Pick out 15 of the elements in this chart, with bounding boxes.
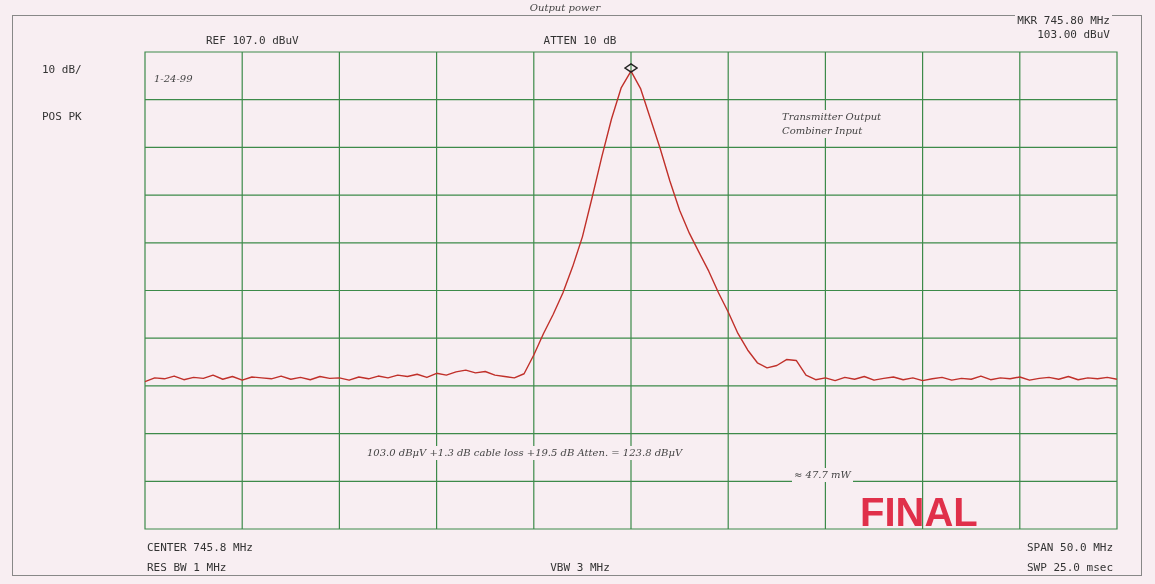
text: 10 dB/ xyxy=(40,63,84,77)
text: RES BW 1 MHz xyxy=(145,561,229,575)
text: SWP 25.0 msec xyxy=(1024,561,1115,575)
annotation: 103.0 dBμV +1.3 dB cable loss +19.5 dB Atten. = 123.8 dBμV xyxy=(365,446,685,460)
annotation: ≈ 47.7 mW xyxy=(792,468,853,482)
text: POS PK xyxy=(40,110,84,124)
text: SPAN 50.0 MHz xyxy=(1024,541,1115,555)
text: MKR 745.80 MHz 103.00 dBuV xyxy=(1015,14,1112,42)
text: REF 107.0 dBuV xyxy=(204,34,301,48)
annotation: 1-24-99 xyxy=(152,72,195,86)
text: ATTEN 10 dB xyxy=(541,34,619,48)
annotation: Transmitter Output Combiner Input xyxy=(780,110,884,138)
chart-title: Output power xyxy=(527,1,603,15)
text: CENTER 745.8 MHz xyxy=(145,541,255,555)
text: VBW 3 MHz xyxy=(548,561,612,575)
